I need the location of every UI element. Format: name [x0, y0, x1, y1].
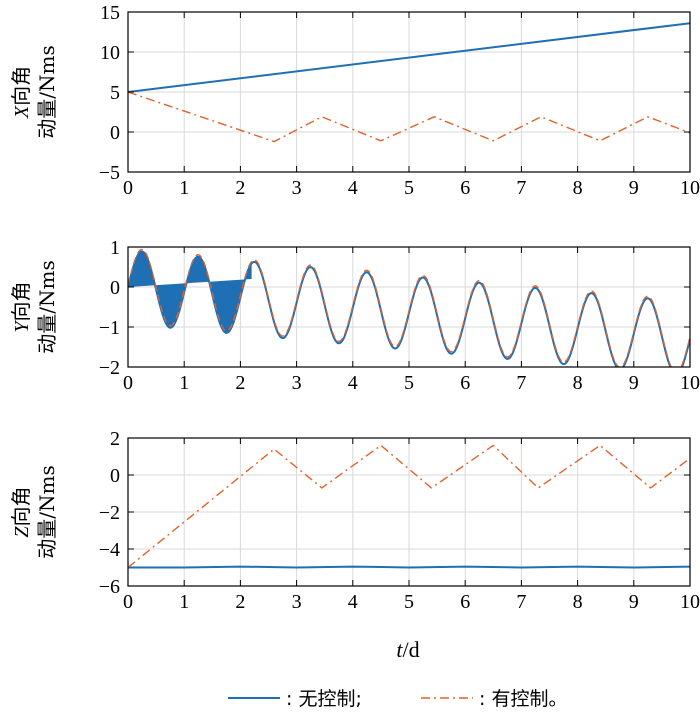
series-no-control	[128, 22, 690, 93]
x-axis-unit: d	[409, 637, 420, 662]
y-tick-label: −2	[99, 502, 120, 524]
y-axis-label-x: X向角 动量/Nms	[9, 45, 59, 138]
x-tick-label: 4	[348, 177, 358, 199]
x-tick-label: 5	[404, 591, 414, 613]
plot-area-y	[128, 248, 690, 367]
panel-z: 0 1 2 3 4 5 6 7 8 9 10 −6 −4 −2 0 2 Z向角 动量/Nms	[9, 428, 700, 613]
x-tick-label: 7	[516, 591, 526, 613]
x-tick-label: 9	[629, 372, 639, 394]
series-no-control	[128, 565, 690, 569]
x-tick-label: 7	[516, 372, 526, 394]
x-tick-label: 8	[573, 591, 583, 613]
x-axis-label: t/d	[396, 637, 419, 662]
x-axis-var: t	[396, 637, 403, 662]
y-tick-label: −1	[99, 317, 120, 339]
x-tick-label: 6	[460, 177, 470, 199]
x-tick-label: 2	[235, 591, 245, 613]
legend-label-no-control: : 无控制;	[286, 688, 362, 710]
x-tick-label: 3	[292, 372, 302, 394]
x-tick-label: 2	[235, 372, 245, 394]
y-tick-label: 10	[100, 42, 120, 64]
x-tick-label: 10	[680, 372, 700, 394]
x-tick-label: 3	[292, 177, 302, 199]
legend-label-with-control: : 有控制。	[479, 688, 567, 710]
plot-area-x	[128, 22, 690, 143]
y-tick-label: −4	[99, 539, 120, 561]
y-tick-label: −6	[99, 576, 120, 598]
series-with-control	[128, 444, 690, 569]
x-axis-sep: /	[403, 637, 410, 662]
x-tick-label: 1	[179, 591, 189, 613]
x-tick-label: 6	[460, 372, 470, 394]
plot-area-z	[128, 444, 690, 569]
x-tick-label: 10	[680, 591, 700, 613]
y-tick-label: 5	[110, 82, 120, 104]
y-axis-label-z: Z向角 动量/Nms	[9, 465, 59, 558]
y-tick-label: 0	[110, 122, 120, 144]
x-tick-label: 6	[460, 591, 470, 613]
x-tick-label: 9	[629, 177, 639, 199]
y-tick-label: 15	[100, 2, 120, 24]
x-tick-label: 3	[292, 591, 302, 613]
x-tick-label: 10	[680, 177, 700, 199]
y-tick-label: 0	[110, 277, 120, 299]
x-tick-label: 1	[179, 372, 189, 394]
x-tick-label: 5	[404, 372, 414, 394]
series-with-control	[128, 248, 690, 367]
x-tick-label: 0	[123, 372, 133, 394]
panel-y: 0 1 2 3 4 5 6 7 8 9 10 −2 −1 0 1 Y向角 动量/Nms	[9, 237, 700, 394]
y-tick-label: 0	[110, 465, 120, 487]
x-tick-label: 0	[123, 177, 133, 199]
x-tick-label: 4	[348, 591, 358, 613]
x-tick-label: 1	[179, 177, 189, 199]
x-tick-label: 9	[629, 591, 639, 613]
filled-region	[128, 251, 252, 333]
x-tick-label: 4	[348, 372, 358, 394]
series-with-control	[128, 91, 690, 143]
x-tick-label: 7	[516, 177, 526, 199]
x-tick-label: 2	[235, 177, 245, 199]
x-tick-label: 0	[123, 591, 133, 613]
y-tick-label: 2	[110, 428, 120, 450]
y-tick-label: 1	[110, 237, 120, 259]
x-tick-label: 8	[573, 177, 583, 199]
y-axis-label-y: Y向角 动量/Nms	[9, 260, 59, 353]
x-tick-label: 8	[573, 372, 583, 394]
x-tick-label: 5	[404, 177, 414, 199]
y-tick-label: −2	[99, 357, 120, 379]
legend: : 无控制; : 有控制。	[228, 688, 567, 710]
y-tick-label: −5	[99, 162, 120, 184]
